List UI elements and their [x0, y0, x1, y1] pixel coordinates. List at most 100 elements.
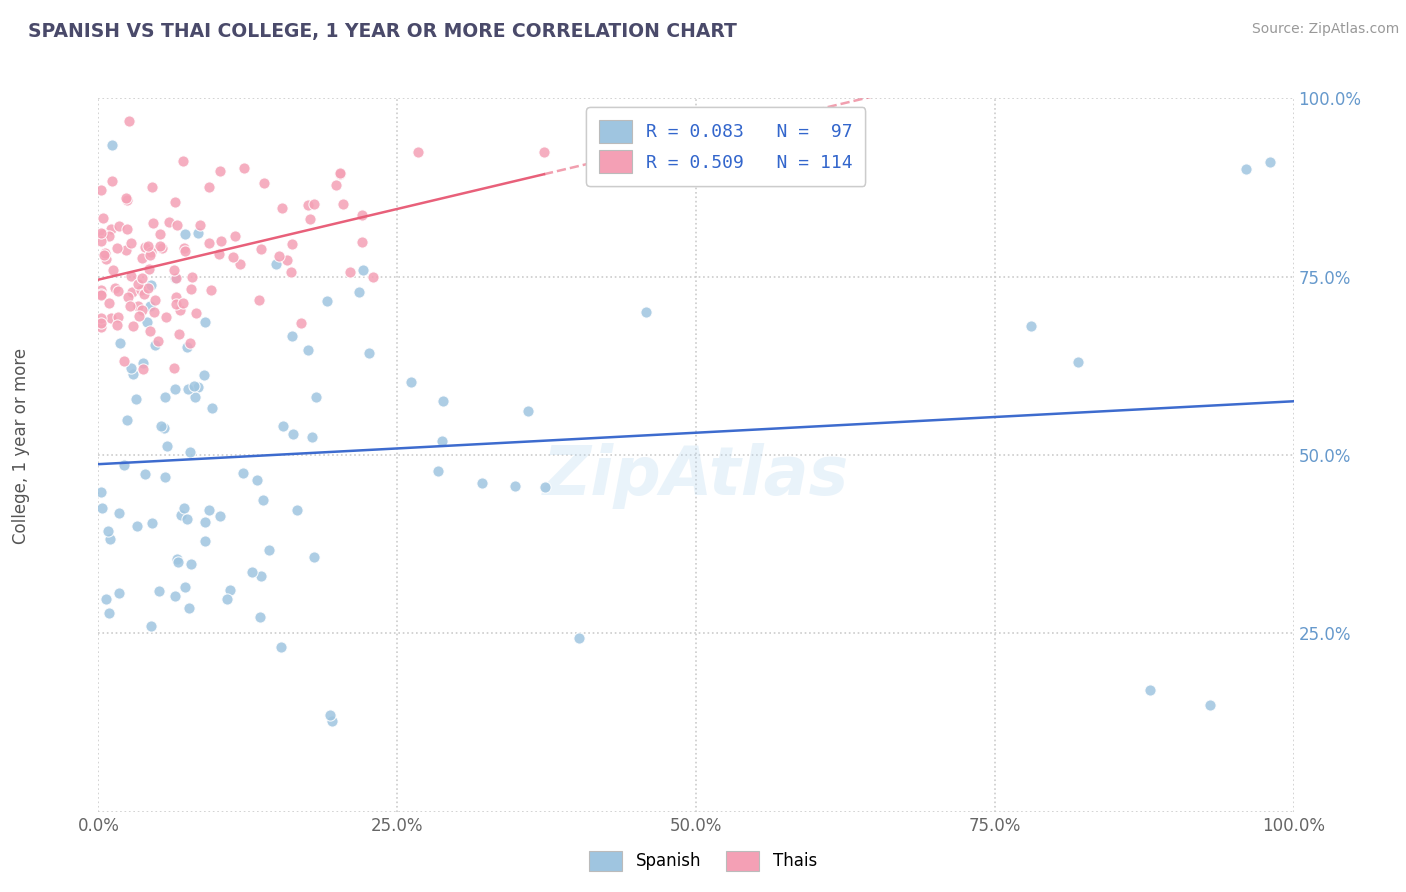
Point [634, 304, 657, 318]
Point [290, 316, 312, 330]
Point [107, 310, 129, 324]
Point [281, 328, 304, 343]
Point [91, 227, 114, 242]
Point [357, 346, 380, 360]
Point [90, 183, 112, 197]
Point [193, 368, 215, 382]
Point [117, 221, 139, 235]
Point [139, 244, 162, 259]
Point [259, 542, 281, 557]
Point [165, 290, 187, 304]
Point [163, 360, 186, 375]
Point [179, 444, 201, 458]
Point [90, 484, 112, 499]
Point [115, 413, 138, 427]
Point [132, 287, 155, 301]
Point [180, 557, 202, 571]
Point [142, 216, 165, 230]
Point [184, 306, 207, 320]
Point [209, 164, 232, 178]
Legend: Spanish, Thais: Spanish, Thais [581, 842, 825, 880]
Point [165, 270, 187, 285]
Point [131, 303, 153, 318]
Point [105, 241, 128, 255]
Point [90, 320, 112, 334]
Point [339, 264, 361, 278]
Point [156, 439, 179, 453]
Point [1258, 155, 1281, 169]
Point [108, 507, 131, 521]
Point [107, 585, 129, 599]
Point [280, 265, 302, 279]
Point [131, 251, 153, 265]
Point [350, 235, 373, 249]
Point [125, 392, 148, 406]
Point [318, 708, 340, 723]
Point [104, 281, 127, 295]
Point [246, 474, 269, 488]
Point [332, 197, 354, 211]
Point [129, 284, 152, 298]
Text: Source: ZipAtlas.com: Source: ZipAtlas.com [1251, 22, 1399, 37]
Point [136, 281, 159, 295]
Point [165, 297, 187, 311]
Point [141, 619, 163, 633]
Point [153, 470, 176, 484]
Point [208, 246, 231, 260]
Point [304, 197, 326, 211]
Point [432, 434, 454, 448]
Point [118, 114, 141, 128]
Point [304, 390, 326, 404]
Point [152, 421, 174, 435]
Point [533, 145, 555, 159]
Point [167, 555, 190, 569]
Point [127, 277, 149, 292]
Point [471, 476, 494, 491]
Point [352, 263, 374, 277]
Point [114, 191, 136, 205]
Point [176, 340, 198, 354]
Point [1234, 162, 1257, 177]
Point [101, 174, 124, 188]
Point [138, 299, 160, 313]
Point [198, 180, 221, 194]
Point [315, 293, 337, 308]
Point [90, 284, 112, 298]
Point [180, 270, 202, 285]
Point [297, 343, 319, 357]
Point [406, 145, 429, 160]
Point [224, 229, 246, 244]
Point [1198, 698, 1220, 712]
Point [128, 309, 150, 323]
Point [105, 318, 128, 333]
Point [240, 565, 263, 579]
Point [217, 591, 239, 606]
Point [148, 583, 170, 598]
Text: SPANISH VS THAI COLLEGE, 1 YEAR OR MORE CORRELATION CHART: SPANISH VS THAI COLLEGE, 1 YEAR OR MORE … [28, 22, 737, 41]
Point [193, 515, 215, 529]
Point [139, 248, 162, 262]
Point [132, 362, 155, 376]
Point [131, 271, 153, 285]
Point [280, 237, 302, 252]
Point [91, 211, 114, 226]
Point [201, 401, 224, 415]
Point [176, 382, 198, 396]
Point [187, 226, 209, 240]
Point [329, 166, 352, 180]
Point [173, 580, 195, 594]
Point [176, 512, 198, 526]
Point [349, 285, 371, 300]
Text: ZipAtlas: ZipAtlas [543, 443, 849, 509]
Point [121, 368, 143, 382]
Point [112, 458, 135, 472]
Point [197, 235, 219, 250]
Point [149, 227, 172, 241]
Point [287, 502, 309, 516]
Point [90, 286, 112, 301]
Point [98, 606, 121, 620]
Point [150, 241, 173, 255]
Point [173, 501, 195, 516]
Point [134, 240, 156, 254]
Point [252, 493, 274, 508]
